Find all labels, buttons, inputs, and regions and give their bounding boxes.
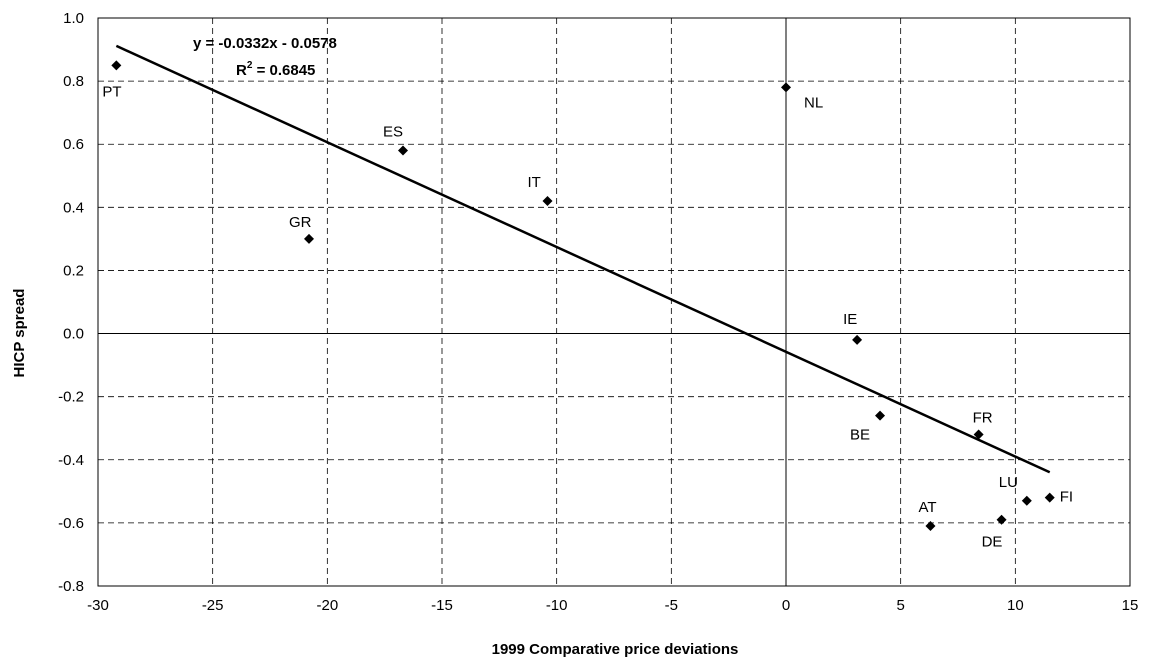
point-label-ie: IE [843, 311, 857, 328]
point-label-be: BE [850, 427, 870, 444]
point-label-nl: NL [804, 94, 823, 111]
y-tick-label: 0.0 [63, 326, 84, 343]
y-tick-label: 0.2 [63, 262, 84, 279]
point-label-gr: GR [289, 214, 312, 231]
point-label-fr: FR [973, 410, 993, 427]
point-label-pt: PT [102, 83, 121, 100]
point-es [398, 145, 409, 156]
y-tick-label: -0.2 [58, 389, 84, 406]
x-tick-label: 10 [1007, 597, 1024, 614]
trend-line [115, 44, 1051, 474]
point-label-fi: FI [1060, 489, 1073, 506]
x-tick-label: -15 [431, 597, 453, 614]
point-label-de: DE [982, 534, 1003, 551]
x-axis-title: 1999 Comparative price deviations [492, 641, 739, 658]
y-tick-label: 0.8 [63, 73, 84, 90]
y-axis-tick-labels: -0.8 -0.6 -0.4 -0.2 0.0 0.2 0.4 0.6 0.8 1.0 [58, 10, 84, 595]
y-axis-title: HICP spread [11, 289, 28, 378]
point-label-es: ES [383, 124, 403, 141]
point-be [875, 410, 886, 421]
point-fi [1044, 492, 1055, 503]
point-de [996, 514, 1007, 525]
x-tick-label: -20 [316, 597, 338, 614]
point-ie [852, 334, 863, 345]
x-tick-label: -25 [202, 597, 224, 614]
point-lu [1021, 495, 1032, 506]
zero-axis-lines [98, 18, 1130, 586]
x-tick-label: 0 [782, 597, 790, 614]
point-gr [303, 233, 314, 244]
r-squared: R2 = 0.6845 [236, 60, 315, 79]
x-tick-label: 5 [896, 597, 904, 614]
y-tick-label: 0.6 [63, 136, 84, 153]
x-tick-label: -30 [87, 597, 109, 614]
point-label-lu: LU [999, 474, 1018, 491]
x-tick-label: 15 [1122, 597, 1139, 614]
point-fr [973, 429, 984, 440]
data-points [111, 60, 1055, 532]
x-tick-label: -10 [546, 597, 568, 614]
y-tick-label: -0.6 [58, 515, 84, 532]
point-label-it: IT [527, 174, 540, 191]
grid-lines [98, 18, 1130, 586]
x-tick-label: -5 [665, 597, 678, 614]
point-label-at: AT [918, 499, 936, 516]
point-labels: PT GR ES IT NL IE BE FR AT DE LU FI [102, 83, 1073, 550]
point-it [542, 196, 553, 207]
point-pt [111, 60, 122, 71]
point-at [925, 521, 936, 532]
x-axis-tick-labels: -30 -25 -20 -15 -10 -5 0 5 10 15 [87, 597, 1138, 614]
point-nl [781, 82, 791, 93]
y-tick-label: -0.4 [58, 452, 84, 469]
trend-equation: y = -0.0332x - 0.0578 [193, 35, 337, 52]
y-tick-label: -0.8 [58, 578, 84, 595]
plot-area-border [97, 17, 1131, 587]
y-tick-label: 1.0 [63, 10, 84, 27]
y-tick-label: 0.4 [63, 199, 84, 216]
